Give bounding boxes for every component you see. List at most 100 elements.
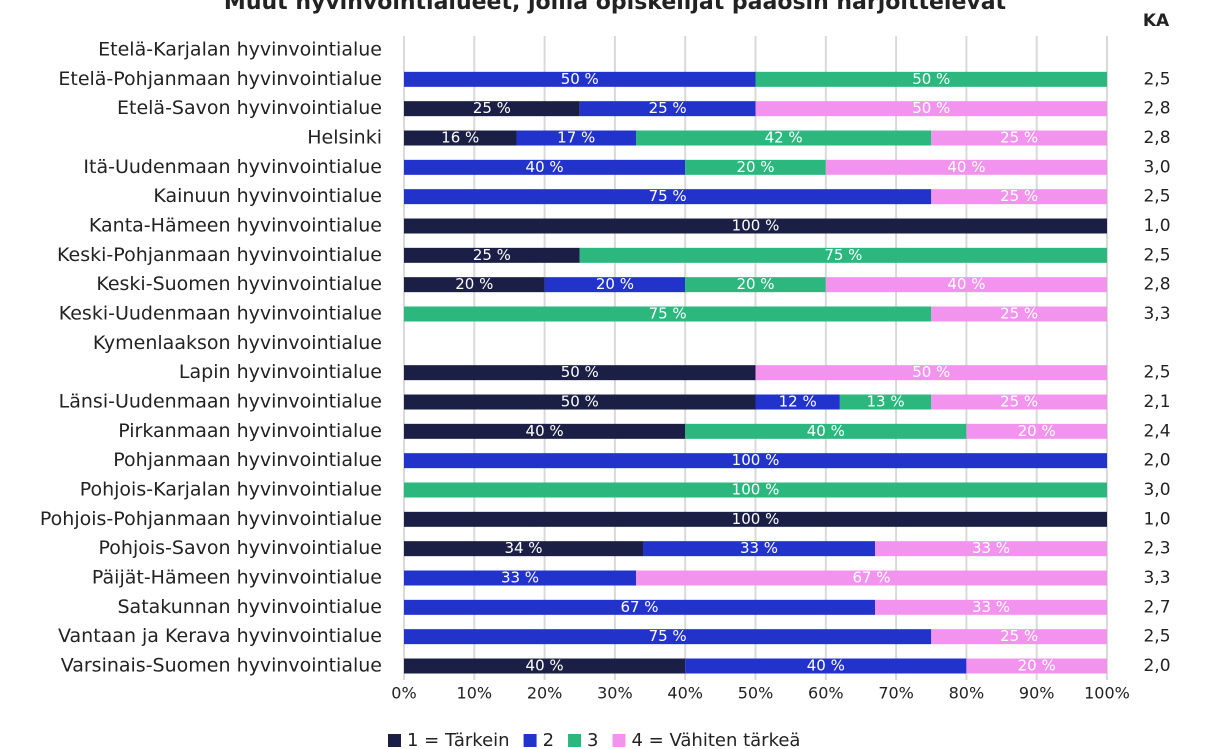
bar-segment (404, 247, 580, 263)
segment-label: 34 % (504, 539, 542, 557)
x-tick-label: 10% (457, 684, 493, 703)
ka-value: 2,5 (1143, 627, 1170, 647)
x-tick-label: 50% (738, 684, 774, 703)
category-label: Varsinais-Suomen hyvinvointialue (61, 655, 382, 677)
ka-value: 2,5 (1143, 245, 1170, 265)
ka-value: 2,5 (1143, 69, 1170, 89)
chart-title: Muut hyvinvointialueet, joilla opiskelij… (224, 0, 1007, 15)
segment-label: 100 % (732, 451, 780, 469)
segment-label: 50 % (561, 393, 599, 411)
segment-label: 75 % (649, 627, 687, 645)
segment-label: 25 % (1000, 393, 1038, 411)
category-label: Pohjois-Karjalan hyvinvointialue (80, 479, 382, 501)
ka-value: 2,7 (1143, 597, 1170, 617)
segment-label: 100 % (732, 481, 780, 499)
bar-segment (966, 423, 1107, 439)
category-label: Länsi-Uudenmaan hyvinvointialue (59, 391, 382, 413)
segment-label: 40 % (807, 422, 845, 440)
segment-label: 25 % (473, 99, 511, 117)
segment-label: 25 % (473, 246, 511, 264)
segment-label: 25 % (1000, 187, 1038, 205)
segment-label: 33 % (972, 598, 1010, 616)
ka-value: 2,4 (1143, 421, 1170, 441)
segment-label: 75 % (649, 187, 687, 205)
segment-label: 33 % (972, 539, 1010, 557)
ka-value: 2,8 (1143, 128, 1170, 148)
x-tick-label: 40% (667, 684, 703, 703)
segment-label: 40 % (947, 158, 985, 176)
ka-value: 2,5 (1143, 363, 1170, 383)
segment-label: 42 % (765, 129, 803, 147)
category-label: Kymenlaakson hyvinvointialue (93, 332, 382, 354)
category-label: Etelä-Pohjanmaan hyvinvointialue (58, 68, 382, 90)
category-label: Päijät-Hämeen hyvinvointialue (92, 567, 382, 589)
segment-label: 40 % (947, 275, 985, 293)
x-tick-label: 30% (597, 684, 633, 703)
bar-segment (404, 599, 876, 615)
segment-label: 50 % (561, 363, 599, 381)
segment-label: 20 % (1018, 422, 1056, 440)
bar-segment (635, 570, 1107, 586)
category-label: Helsinki (307, 127, 382, 149)
bar-segment (404, 277, 545, 293)
bar-segment (931, 394, 1107, 410)
category-label: Vantaan ja Kerava hyvinvointialue (58, 625, 382, 647)
bar-segment (404, 218, 1107, 234)
bar-segment (685, 159, 826, 175)
category-label: Keski-Suomen hyvinvointialue (96, 273, 382, 295)
ka-value: 2,0 (1143, 656, 1170, 676)
segment-label: 17 % (557, 129, 595, 147)
x-tick-label: 90% (1019, 684, 1055, 703)
bar-segment (516, 130, 636, 146)
bar-segment (404, 541, 644, 557)
category-label: Kanta-Hämeen hyvinvointialue (89, 215, 382, 237)
segment-label: 16 % (441, 129, 479, 147)
segment-label: 25 % (1000, 627, 1038, 645)
segment-label: 50 % (912, 99, 950, 117)
bar-segment (404, 130, 517, 146)
segment-label: 20 % (455, 275, 493, 293)
x-tick-label: 80% (949, 684, 985, 703)
ka-header: KA (1143, 11, 1170, 31)
bar-segment (404, 482, 1107, 498)
segment-label: 67 % (852, 569, 890, 587)
ka-value: 3,0 (1143, 480, 1170, 500)
category-label: Itä-Uudenmaan hyvinvointialue (83, 156, 382, 178)
bar-segment (931, 130, 1107, 146)
bar-segment (875, 541, 1107, 557)
bar-segment (404, 306, 932, 322)
bar-segment (404, 365, 756, 381)
legend-label: 3 (587, 730, 598, 749)
legend-swatch (523, 734, 537, 747)
category-label: Satakunnan hyvinvointialue (118, 596, 383, 618)
bar-segment (404, 189, 932, 205)
bar-segment (579, 247, 1107, 263)
ka-value: 2,8 (1143, 99, 1170, 119)
bar-segment (544, 277, 686, 293)
segment-label: 50 % (912, 70, 950, 88)
bar-segment (643, 541, 876, 557)
segment-label: 40 % (526, 158, 564, 176)
category-label: Keski-Uudenmaan hyvinvointialue (59, 303, 382, 325)
ka-value: 3,3 (1143, 568, 1170, 588)
bar-segment (755, 71, 1107, 87)
segment-label: 25 % (649, 99, 687, 117)
bar-segment (404, 394, 756, 410)
segment-label: 20 % (1018, 657, 1056, 675)
segment-label: 50 % (912, 363, 950, 381)
bar-segment (931, 306, 1107, 322)
legend-label: 2 (543, 730, 554, 749)
category-label: Kainuun hyvinvointialue (153, 185, 382, 207)
category-label: Pirkanmaan hyvinvointialue (118, 420, 382, 442)
bar-segment (825, 277, 1107, 293)
segment-label: 33 % (501, 569, 539, 587)
segment-label: 100 % (732, 510, 780, 528)
segment-label: 40 % (807, 657, 845, 675)
bar-segment (755, 365, 1107, 381)
bar-segment (404, 453, 1107, 469)
category-label: Pohjanmaan hyvinvointialue (113, 449, 382, 471)
legend-label: 1 = Tärkein (407, 730, 510, 749)
ka-value: 1,0 (1143, 509, 1170, 529)
category-label: Pohjois-Savon hyvinvointialue (99, 537, 382, 559)
